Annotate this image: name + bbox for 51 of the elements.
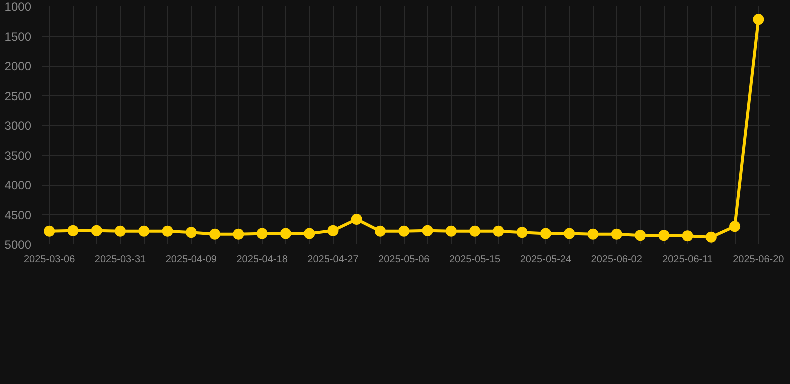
point [588,228,599,240]
point [635,230,646,242]
point [493,226,504,237]
y-tick-label: 2000 [4,60,32,74]
x-tick-label: 2025-04-18 [236,254,288,266]
point [446,226,457,237]
point [516,227,528,238]
x-tick-label: 2025-06-11 [662,254,714,266]
point [730,221,741,232]
point [375,226,386,237]
y-tick-label: 4000 [4,178,32,192]
x-tick-label: 2025-04-27 [308,254,360,266]
y-tick-label: 2500 [4,89,32,104]
point [138,226,150,237]
point [304,228,316,240]
point [162,226,174,237]
x-tick-label: 2025-04-09 [166,254,218,266]
point [328,225,339,236]
point [706,232,717,243]
x-tick-label: 2025-06-20 [733,254,785,266]
point [422,225,434,236]
point [658,230,670,242]
y-tick-label: 3500 [4,148,32,163]
point [753,14,764,26]
point [233,228,244,240]
y-tick-label: 1000 [4,0,32,14]
point [611,228,622,240]
x-tick-label: 2025-06-02 [591,254,643,266]
point [398,226,410,237]
point [44,226,56,237]
y-tick-label: 3000 [4,119,32,133]
x-tick-label: 2025-03-06 [24,254,76,266]
x-tick-label: 2025-03-31 [94,254,147,266]
point [540,228,552,240]
point [186,227,197,238]
point [470,226,481,237]
y-tick-label: 1500 [4,30,32,44]
point [256,228,268,240]
point [210,228,221,240]
y-tick-label: 5000 [4,238,32,252]
x-tick-label: 2025-05-15 [449,254,502,266]
point [91,225,102,236]
x-tick-label: 2025-05-24 [520,254,572,266]
y-tick-label: 4500 [4,208,32,222]
point [682,230,694,242]
x-tick-label: 2025-05-06 [378,254,430,266]
point [68,225,79,236]
point [115,226,126,237]
point [280,228,292,240]
point [564,228,576,240]
point [351,214,362,225]
